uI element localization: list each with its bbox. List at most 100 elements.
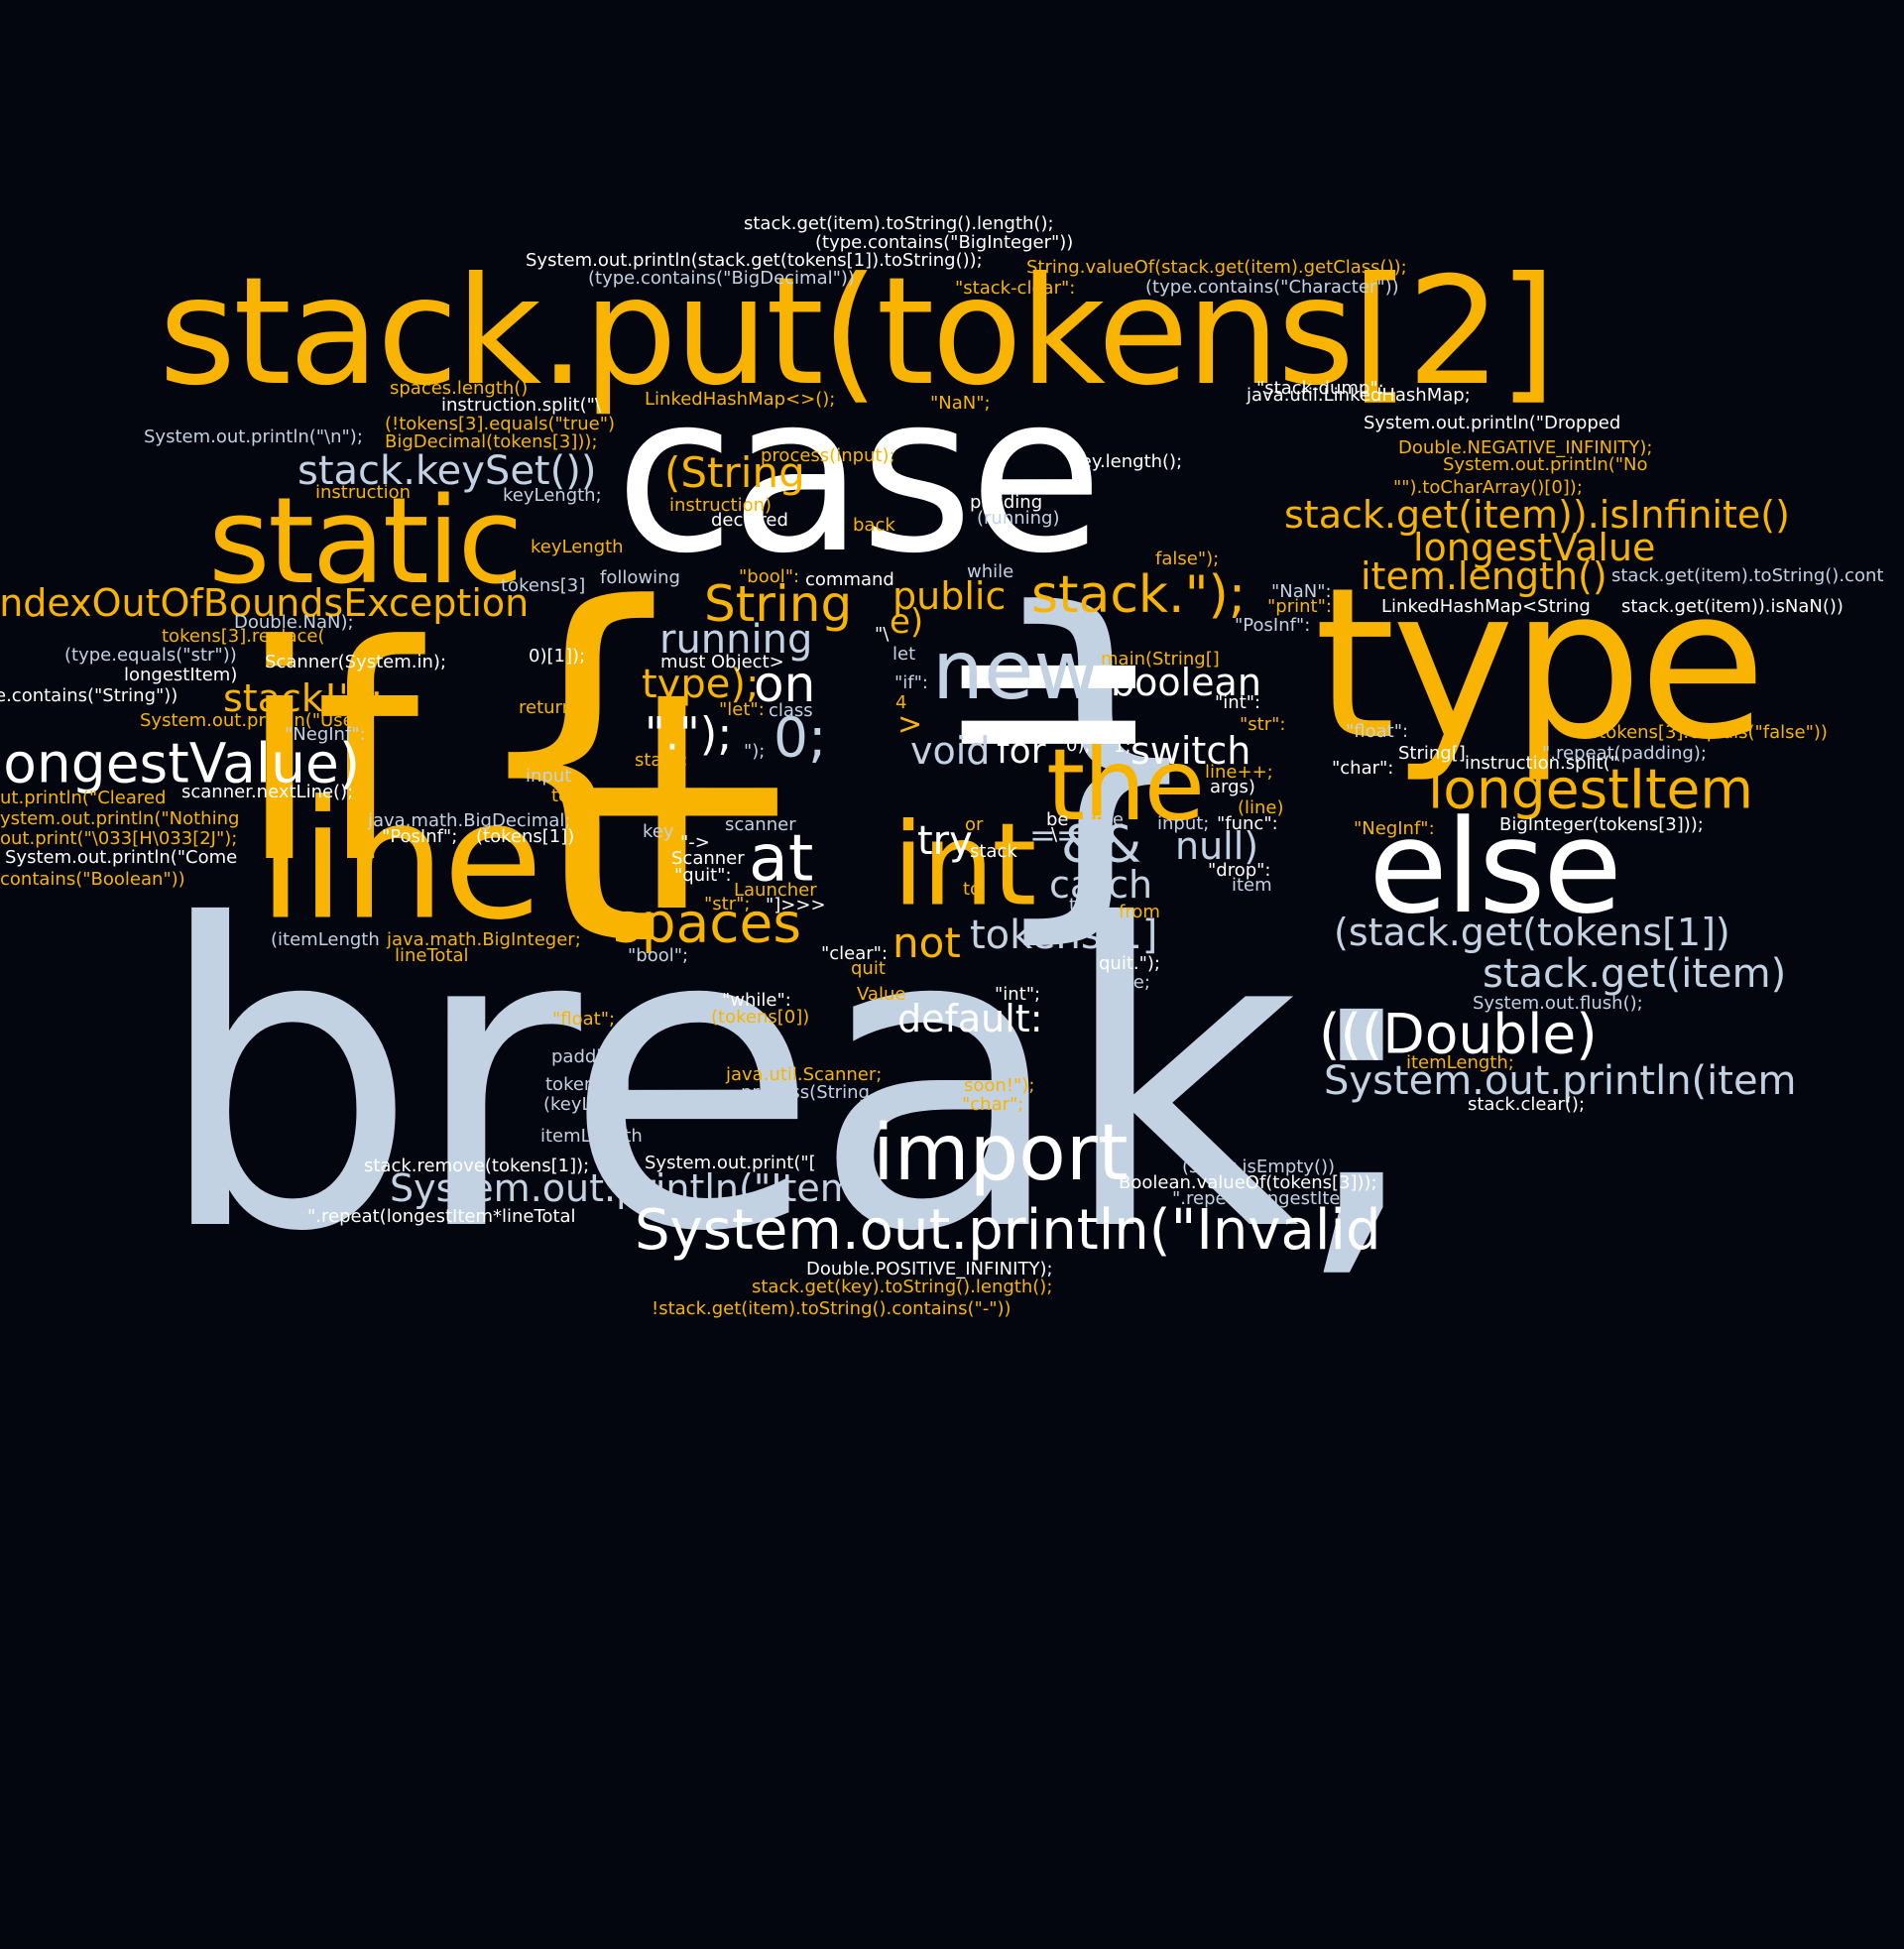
cloud-word: key.length(); bbox=[1071, 451, 1183, 472]
cloud-word: back bbox=[853, 515, 895, 536]
cloud-word: stack.get(key).toString().length(); bbox=[752, 1277, 1053, 1297]
cloud-word: true bbox=[1087, 809, 1124, 830]
cloud-word: longestValue) bbox=[0, 731, 361, 795]
cloud-word: "str": bbox=[1240, 714, 1286, 735]
cloud-word: System.out.println(stack.get(tokens[1]).… bbox=[526, 250, 983, 271]
cloud-word: java.util.Scanner; bbox=[726, 1064, 883, 1085]
cloud-word: Double.NEGATIVE_INFINITY); bbox=[1398, 437, 1653, 458]
cloud-word: contains("Boolean")) bbox=[0, 869, 185, 890]
cloud-word: stack.put(tokens[2] bbox=[159, 246, 1557, 419]
cloud-word: stack bbox=[970, 841, 1017, 862]
cloud-word: (!tokens[3].equals("true") bbox=[385, 414, 616, 434]
cloud-word: item bbox=[1232, 875, 1272, 896]
cloud-word: "print": bbox=[1267, 596, 1332, 617]
cloud-word: boolean bbox=[1111, 661, 1261, 704]
cloud-word: stack.remove(tokens[1]); bbox=[364, 1156, 590, 1176]
cloud-word: (tokens[0]) bbox=[711, 1007, 810, 1028]
cloud-word: (keyLength bbox=[543, 1094, 644, 1115]
cloud-word: int bbox=[892, 798, 1036, 932]
cloud-word: soon!"); bbox=[964, 1075, 1035, 1096]
cloud-word: Object> bbox=[711, 652, 784, 672]
cloud-word: must bbox=[660, 652, 706, 672]
cloud-word: longestItem) bbox=[124, 665, 238, 685]
cloud-word: = bbox=[932, 535, 1165, 858]
cloud-word: (tokens[1]) bbox=[476, 826, 575, 847]
cloud-word: "func": bbox=[1217, 813, 1278, 834]
cloud-word: System.out.flush(); bbox=[1473, 993, 1643, 1014]
cloud-word: Boolean.valueOf(tokens[3])); bbox=[1119, 1172, 1377, 1193]
cloud-word: out.print("\033[H\033[2J"); bbox=[0, 828, 238, 849]
cloud-word: tokens[0] bbox=[545, 1074, 631, 1095]
cloud-word: case bbox=[615, 347, 1104, 601]
cloud-word: running bbox=[659, 617, 813, 663]
cloud-word: stack.get(item).toString().length(); bbox=[744, 213, 1054, 234]
cloud-word: + bbox=[531, 595, 813, 988]
cloud-word: process(String bbox=[741, 1082, 870, 1103]
cloud-word: from bbox=[1119, 902, 1160, 922]
cloud-word: null) bbox=[1175, 824, 1259, 868]
cloud-word: Launcher bbox=[734, 880, 817, 901]
cloud-word: 4 bbox=[895, 692, 907, 713]
cloud-word: main(String[] bbox=[1101, 649, 1220, 670]
cloud-word: instruction bbox=[315, 482, 412, 503]
cloud-word: class bbox=[769, 700, 813, 721]
cloud-word: be bbox=[1046, 809, 1069, 830]
cloud-word: to bbox=[963, 879, 982, 900]
cloud-word: false; bbox=[1102, 972, 1150, 993]
cloud-word: switch bbox=[1130, 729, 1251, 773]
cloud-word: "drop": bbox=[1208, 860, 1271, 881]
cloud-word: System.out.println("Invalid bbox=[635, 1198, 1381, 1263]
cloud-word: stack.keySet()) bbox=[298, 448, 597, 494]
cloud-word: "str"; bbox=[704, 894, 751, 914]
cloud-word: ".repeat(longestItem*lineTotal bbox=[307, 1206, 576, 1227]
cloud-word: "-> bbox=[680, 832, 710, 853]
cloud-word: java.math.BigDecimal; bbox=[368, 810, 571, 831]
cloud-word: "bool"; bbox=[628, 945, 689, 966]
cloud-word: break; bbox=[154, 838, 1432, 1323]
cloud-word: (String bbox=[664, 448, 805, 497]
cloud-word: tokens[3].replace( bbox=[162, 626, 325, 647]
cloud-word: static bbox=[208, 473, 523, 611]
cloud-word: longestItem bbox=[1428, 757, 1753, 821]
cloud-word: if bbox=[238, 582, 419, 928]
cloud-word: 0; bbox=[774, 705, 827, 770]
cloud-word: (itemLength bbox=[271, 929, 380, 950]
cloud-word: itemLength; bbox=[1406, 1052, 1514, 1073]
cloud-word: declared bbox=[711, 510, 788, 531]
cloud-word: Value bbox=[857, 984, 906, 1005]
cloud-word: instruction) bbox=[669, 495, 773, 516]
cloud-word: return; bbox=[519, 697, 580, 718]
cloud-word: Double.NaN); bbox=[234, 612, 354, 633]
cloud-word: System.out.print("[ bbox=[645, 1153, 816, 1173]
cloud-word: "let": bbox=[719, 699, 765, 720]
cloud-word: stack.get(item).toString().cont bbox=[1611, 565, 1884, 586]
cloud-word: "\ bbox=[875, 624, 890, 645]
cloud-word: > bbox=[897, 707, 923, 742]
cloud-word: 0)[1]); bbox=[529, 646, 586, 667]
cloud-word: System.out.println("Dropped bbox=[1364, 413, 1621, 433]
cloud-word: the bbox=[1046, 727, 1205, 843]
cloud-word: "while": bbox=[722, 990, 791, 1011]
cloud-word: "PosInf": bbox=[1235, 615, 1311, 636]
cloud-word: (stack.isEmpty()) bbox=[1182, 1157, 1336, 1177]
cloud-word: default: bbox=[897, 997, 1043, 1040]
cloud-word: try bbox=[917, 818, 973, 864]
cloud-word: "float": bbox=[1346, 721, 1409, 742]
cloud-word: System.out.println("Item bbox=[390, 1166, 857, 1210]
cloud-word: catch bbox=[1049, 863, 1153, 907]
cloud-word: ystem.out.println("Nothing bbox=[0, 808, 240, 829]
cloud-word: else bbox=[1368, 792, 1622, 942]
cloud-word: "quit": bbox=[674, 865, 732, 886]
cloud-word: or bbox=[965, 814, 984, 835]
cloud-word: "if": bbox=[894, 672, 928, 693]
cloud-word: key bbox=[643, 821, 674, 842]
cloud-word: (stack.get(tokens[1]) bbox=[1334, 911, 1730, 954]
cloud-word: System.out.println("No bbox=[1443, 454, 1648, 475]
cloud-word: (type.contains("BigDecimal")) bbox=[588, 268, 855, 289]
cloud-word: 1; bbox=[1114, 736, 1131, 757]
cloud-word: System.out.println("\n"); bbox=[144, 426, 363, 447]
cloud-word: "int"; bbox=[995, 984, 1041, 1005]
cloud-word: e.contains("String")) bbox=[0, 685, 178, 706]
cloud-word: java.util.LinkedHashMap; bbox=[1247, 385, 1471, 406]
